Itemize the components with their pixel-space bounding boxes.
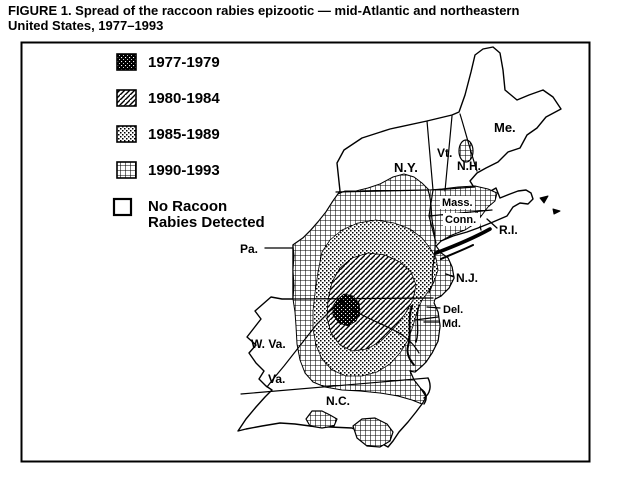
label-new-hampshire: N.H. xyxy=(457,159,481,173)
label-new-jersey: N.J. xyxy=(456,271,478,285)
state-borders xyxy=(240,113,493,395)
legend-label-1990-1993: 1990-1993 xyxy=(148,162,220,179)
empty-swatch xyxy=(112,197,133,217)
chesapeake-bay-squiggle-1 xyxy=(406,305,415,366)
label-massachusetts: Mass. xyxy=(442,197,473,209)
diagonal-hatch-swatch xyxy=(116,89,137,107)
coastal-details xyxy=(406,195,561,405)
light-stipple-swatch xyxy=(116,125,137,143)
legend-item-1985-1989: 1985-1989 xyxy=(116,125,220,143)
border-ma-north xyxy=(432,186,476,191)
label-pennsylvania: Pa. xyxy=(240,242,258,256)
border-vt-nh xyxy=(444,115,453,192)
label-delaware: Del. xyxy=(443,304,463,316)
long-island xyxy=(434,227,492,255)
figure-title-line2: United States, 1977–1993 xyxy=(8,18,164,33)
label-vermont: Vt. xyxy=(437,146,452,160)
conn-label-halo xyxy=(443,213,480,226)
mass-label-halo xyxy=(440,196,475,209)
border-ny-ct xyxy=(428,189,437,244)
border-va-nc xyxy=(240,377,429,395)
legend-item-1977-1979: 1977-1979 xyxy=(116,53,220,71)
map: N.Y. Vt. N.H. Me. Mass. Conn. R.I. Pa. N… xyxy=(237,46,562,448)
callout-ri xyxy=(486,218,498,229)
legend-label-no-rabies-line1: No Racoon xyxy=(148,198,227,215)
figure-title: FIGURE 1. Spread of the raccoon rabies e… xyxy=(8,3,613,33)
region-1980-1984 xyxy=(326,252,417,352)
legend-item-no-rabies: No Racoon Rabies Detected xyxy=(112,197,265,231)
region-1990-1993-north-carolina-focus-east xyxy=(352,417,394,448)
island-nantucket xyxy=(552,208,561,215)
grid-crosshatch-swatch xyxy=(116,161,137,179)
callout-del xyxy=(426,306,441,309)
long-island-south-shore xyxy=(440,244,474,260)
border-ny-pa xyxy=(335,189,429,193)
outer-banks xyxy=(420,377,431,405)
label-rhode-island: R.I. xyxy=(499,223,518,237)
label-maryland: Md. xyxy=(442,318,461,330)
callout-nj xyxy=(445,273,455,278)
border-de-md xyxy=(414,316,439,321)
label-new-york: N.Y. xyxy=(394,160,418,175)
legend-label-1980-1984: 1980-1984 xyxy=(148,90,220,107)
callout-lines xyxy=(264,218,498,323)
border-md-va-potomac xyxy=(340,300,420,354)
state-labels: N.Y. Vt. N.H. Me. Mass. Conn. R.I. Pa. N… xyxy=(240,120,518,408)
region-1990-1993-north-carolina-focus-west xyxy=(305,410,338,429)
border-wv-va xyxy=(266,300,342,388)
label-west-virginia: W. Va. xyxy=(251,337,286,351)
dark-stipple-swatch xyxy=(116,53,137,71)
legend: 1977-1979 1980-1984 1985-1989 1990-1993 … xyxy=(112,53,265,231)
border-ny-vt xyxy=(426,120,434,191)
label-north-carolina: N.C. xyxy=(326,394,350,408)
border-mason-dixon xyxy=(292,297,434,300)
border-nh-me xyxy=(459,113,478,172)
island-marthas-vineyard xyxy=(539,195,549,204)
legend-item-1990-1993: 1990-1993 xyxy=(116,161,220,179)
legend-label-1985-1989: 1985-1989 xyxy=(148,126,220,143)
label-virginia: Va. xyxy=(268,372,285,386)
figure-title-line1: FIGURE 1. Spread of the raccoon rabies e… xyxy=(8,3,520,18)
label-connecticut: Conn. xyxy=(445,214,476,226)
chesapeake-bay-squiggle-2 xyxy=(415,304,420,343)
legend-item-1980-1984: 1980-1984 xyxy=(116,89,220,107)
label-maine: Me. xyxy=(494,120,516,135)
legend-label-no-rabies-line2: Rabies Detected xyxy=(148,214,265,231)
legend-label-1977-1979: 1977-1979 xyxy=(148,54,220,71)
